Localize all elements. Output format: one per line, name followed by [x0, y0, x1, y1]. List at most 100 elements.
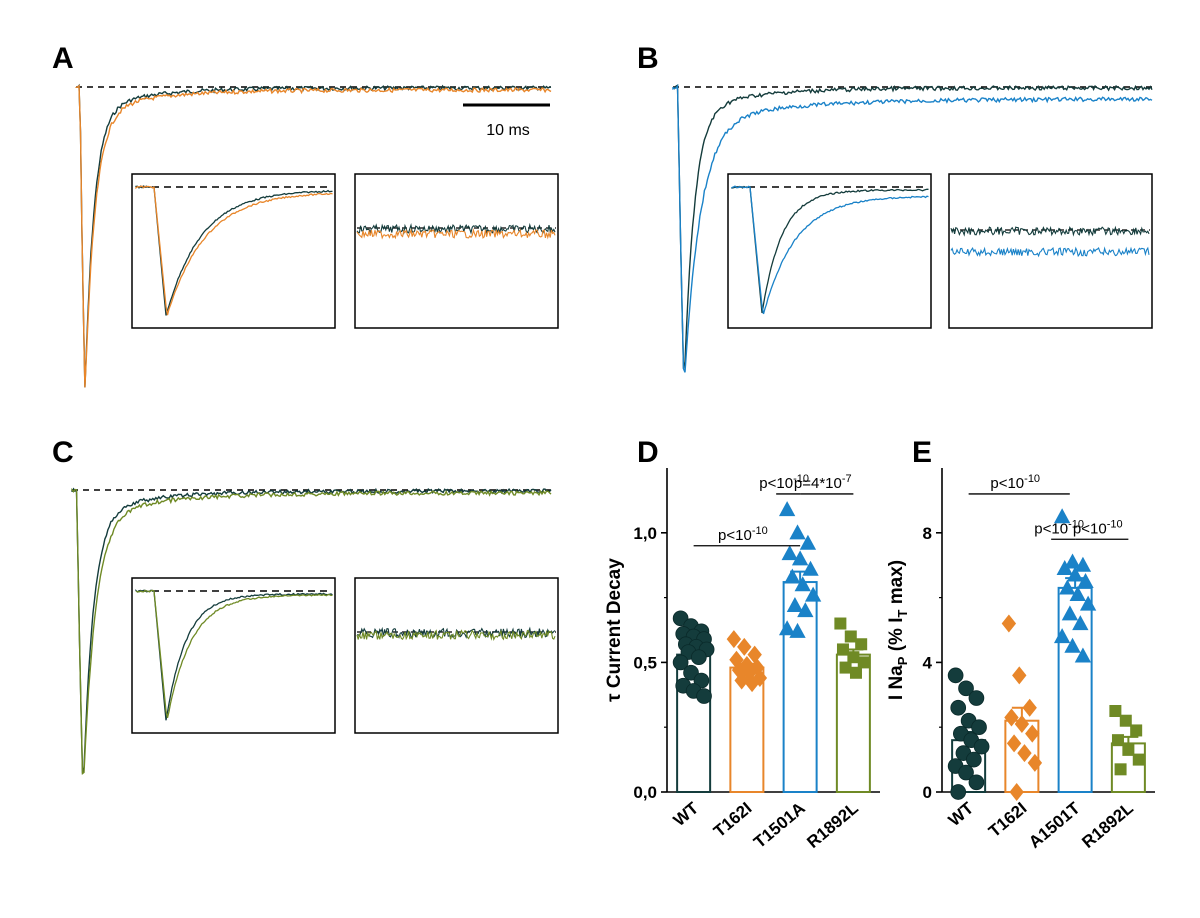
point-triangle — [799, 534, 817, 550]
panel-a-inset-persistent — [354, 173, 559, 329]
point-circle — [968, 774, 985, 791]
panel-a-traces — [75, 83, 552, 388]
panel-label-d: D — [637, 436, 659, 469]
point-triangle — [1056, 560, 1073, 576]
panel-c-inset-peak — [131, 577, 336, 734]
point-triangle — [1064, 553, 1081, 569]
inset-box — [131, 577, 336, 734]
point-circle — [672, 654, 689, 671]
point-diamond — [747, 645, 762, 664]
chart-d: 0,00,51,0WT T162IT1501AR1892Lp<10-10p<10-… — [604, 468, 880, 852]
point-triangle — [1053, 628, 1071, 644]
point-square — [1109, 705, 1122, 717]
point-diamond — [737, 637, 752, 656]
trace-t1501a — [672, 83, 1153, 373]
point-diamond — [726, 630, 742, 649]
point-diamond — [1017, 744, 1032, 763]
point-triangle — [802, 560, 819, 576]
panel-b-inset-persistent — [948, 173, 1153, 329]
inset-trace-r1892l — [356, 629, 556, 642]
point-circle — [947, 667, 964, 684]
point-triangle — [1079, 595, 1097, 611]
inset-trace-t1501a — [950, 246, 1150, 258]
inset-trace-t162i — [135, 185, 333, 316]
point-diamond — [1027, 753, 1043, 772]
point-triangle — [789, 622, 806, 638]
point-diamond — [1004, 708, 1019, 727]
point-diamond — [734, 671, 749, 690]
x-tick-label: WT — [945, 798, 978, 830]
point-square — [1130, 724, 1143, 737]
point-square — [844, 630, 857, 643]
inset-trace-r1892l — [135, 589, 333, 719]
significance-label: p<10-10 — [990, 473, 1040, 492]
point-diamond — [1022, 698, 1037, 717]
point-circle — [965, 751, 982, 768]
significance-label: p<10-10 — [1073, 518, 1123, 537]
point-square — [847, 651, 860, 664]
point-triangle — [804, 586, 822, 602]
y-axis-label: τ Current Decay — [604, 558, 625, 702]
point-diamond — [1009, 783, 1024, 801]
point-triangle — [1066, 566, 1084, 582]
inset-trace-wt — [731, 185, 929, 314]
point-diamond — [744, 674, 760, 693]
point-triangle — [789, 524, 806, 540]
x-tick-label: T162I — [710, 799, 756, 842]
point-square — [839, 661, 852, 674]
point-triangle — [1053, 508, 1071, 524]
inset-box — [131, 173, 336, 329]
panel-c-inset-persistent — [354, 577, 559, 734]
point-circle — [958, 680, 974, 697]
point-diamond — [1025, 724, 1040, 743]
point-square — [1132, 753, 1145, 766]
point-circle — [950, 699, 967, 716]
point-diamond — [1006, 734, 1022, 753]
significance-label: p=4*10-7 — [794, 473, 852, 492]
inset-box — [354, 173, 559, 329]
point-triangle — [1074, 556, 1092, 572]
inset-trace-wt — [356, 222, 556, 235]
point-triangle — [781, 545, 798, 561]
point-diamond — [1012, 666, 1027, 685]
significance-label: p<10-10 — [718, 525, 768, 544]
point-triangle — [1074, 647, 1092, 663]
point-square — [857, 656, 870, 669]
inset-trace-wt — [135, 185, 333, 316]
point-square — [834, 617, 847, 630]
point-circle — [971, 719, 987, 736]
point-circle — [968, 690, 985, 706]
panel-label-e: E — [912, 436, 932, 469]
x-tick-label: T162I — [985, 799, 1031, 842]
trace-t162i — [75, 84, 552, 388]
point-diamond — [1014, 714, 1030, 733]
inset-box — [354, 577, 559, 734]
panel-a-inset-peak — [131, 173, 336, 329]
panel-label-b: B — [637, 42, 659, 75]
point-square — [849, 666, 862, 679]
y-tick-label: 4 — [923, 653, 933, 672]
point-circle — [973, 738, 990, 755]
y-tick-label: 0 — [923, 783, 932, 802]
inset-trace-t162i — [356, 228, 556, 240]
point-square — [1114, 763, 1127, 776]
point-triangle — [1064, 637, 1081, 653]
trace-r1892l — [71, 487, 552, 776]
point-square — [1122, 743, 1135, 756]
inset-trace-wt — [950, 225, 1150, 237]
point-triangle — [786, 596, 804, 612]
point-triangle — [794, 576, 811, 592]
trace-wt — [71, 487, 552, 774]
inset-trace-wt — [135, 589, 333, 721]
point-triangle — [778, 501, 796, 517]
point-diamond — [731, 661, 747, 680]
point-square — [1111, 734, 1124, 747]
scale-bar-label: 10 ms — [486, 122, 530, 139]
point-triangle — [1061, 605, 1079, 621]
x-tick-label: WT — [670, 798, 703, 830]
point-square — [836, 643, 849, 656]
y-axis-label: I NaP (% IT max) — [886, 560, 910, 700]
point-triangle — [797, 602, 814, 618]
y-tick-label: 1,0 — [633, 524, 657, 543]
